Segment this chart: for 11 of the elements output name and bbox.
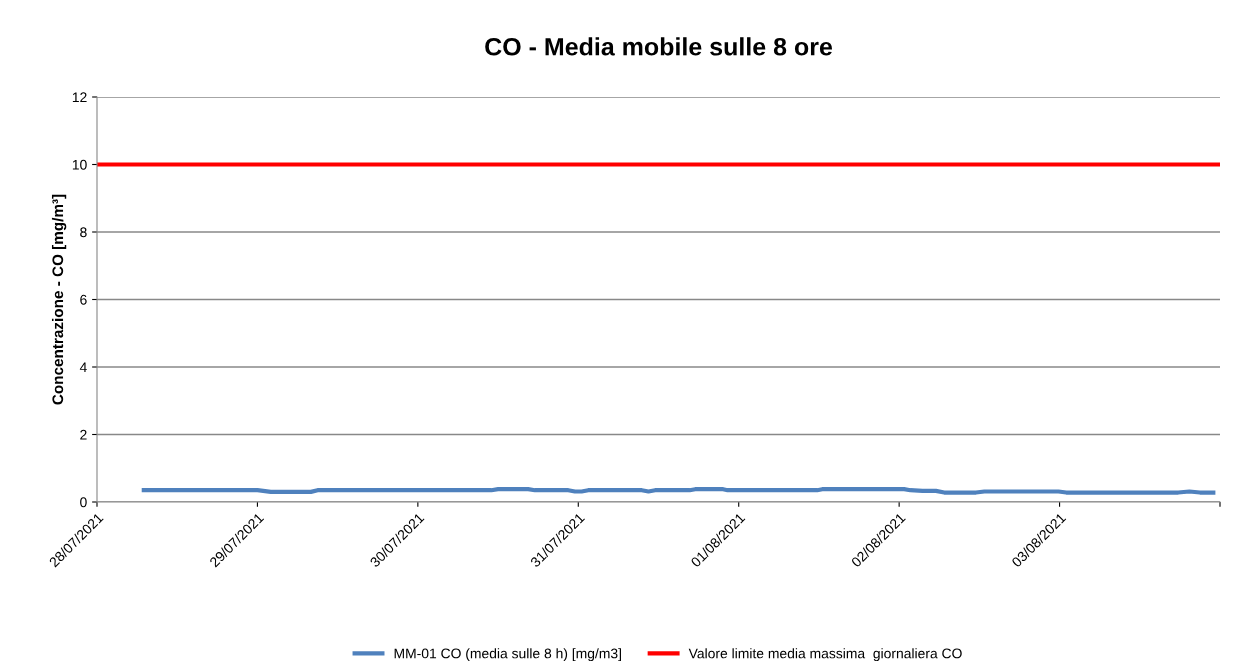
legend-label: MM-01 CO (media sulle 8 h) [mg/m3] (394, 648, 621, 662)
y-tick-label: 8 (80, 227, 87, 238)
y-tick-label: 2 (80, 429, 87, 440)
y-tick-label: 6 (80, 294, 87, 305)
y-tick-label: 10 (72, 159, 87, 170)
y-axis-title: Concentrazione - CO [mg/m³] (51, 194, 67, 405)
legend-label: Valore limite media massima giornaliera CO (688, 648, 962, 662)
y-tick-label: 0 (80, 497, 87, 508)
y-tick-label: 4 (79, 362, 87, 373)
chart-title: CO - Media mobile sulle 8 ore (485, 37, 832, 56)
y-tick-label: 12 (72, 92, 87, 103)
